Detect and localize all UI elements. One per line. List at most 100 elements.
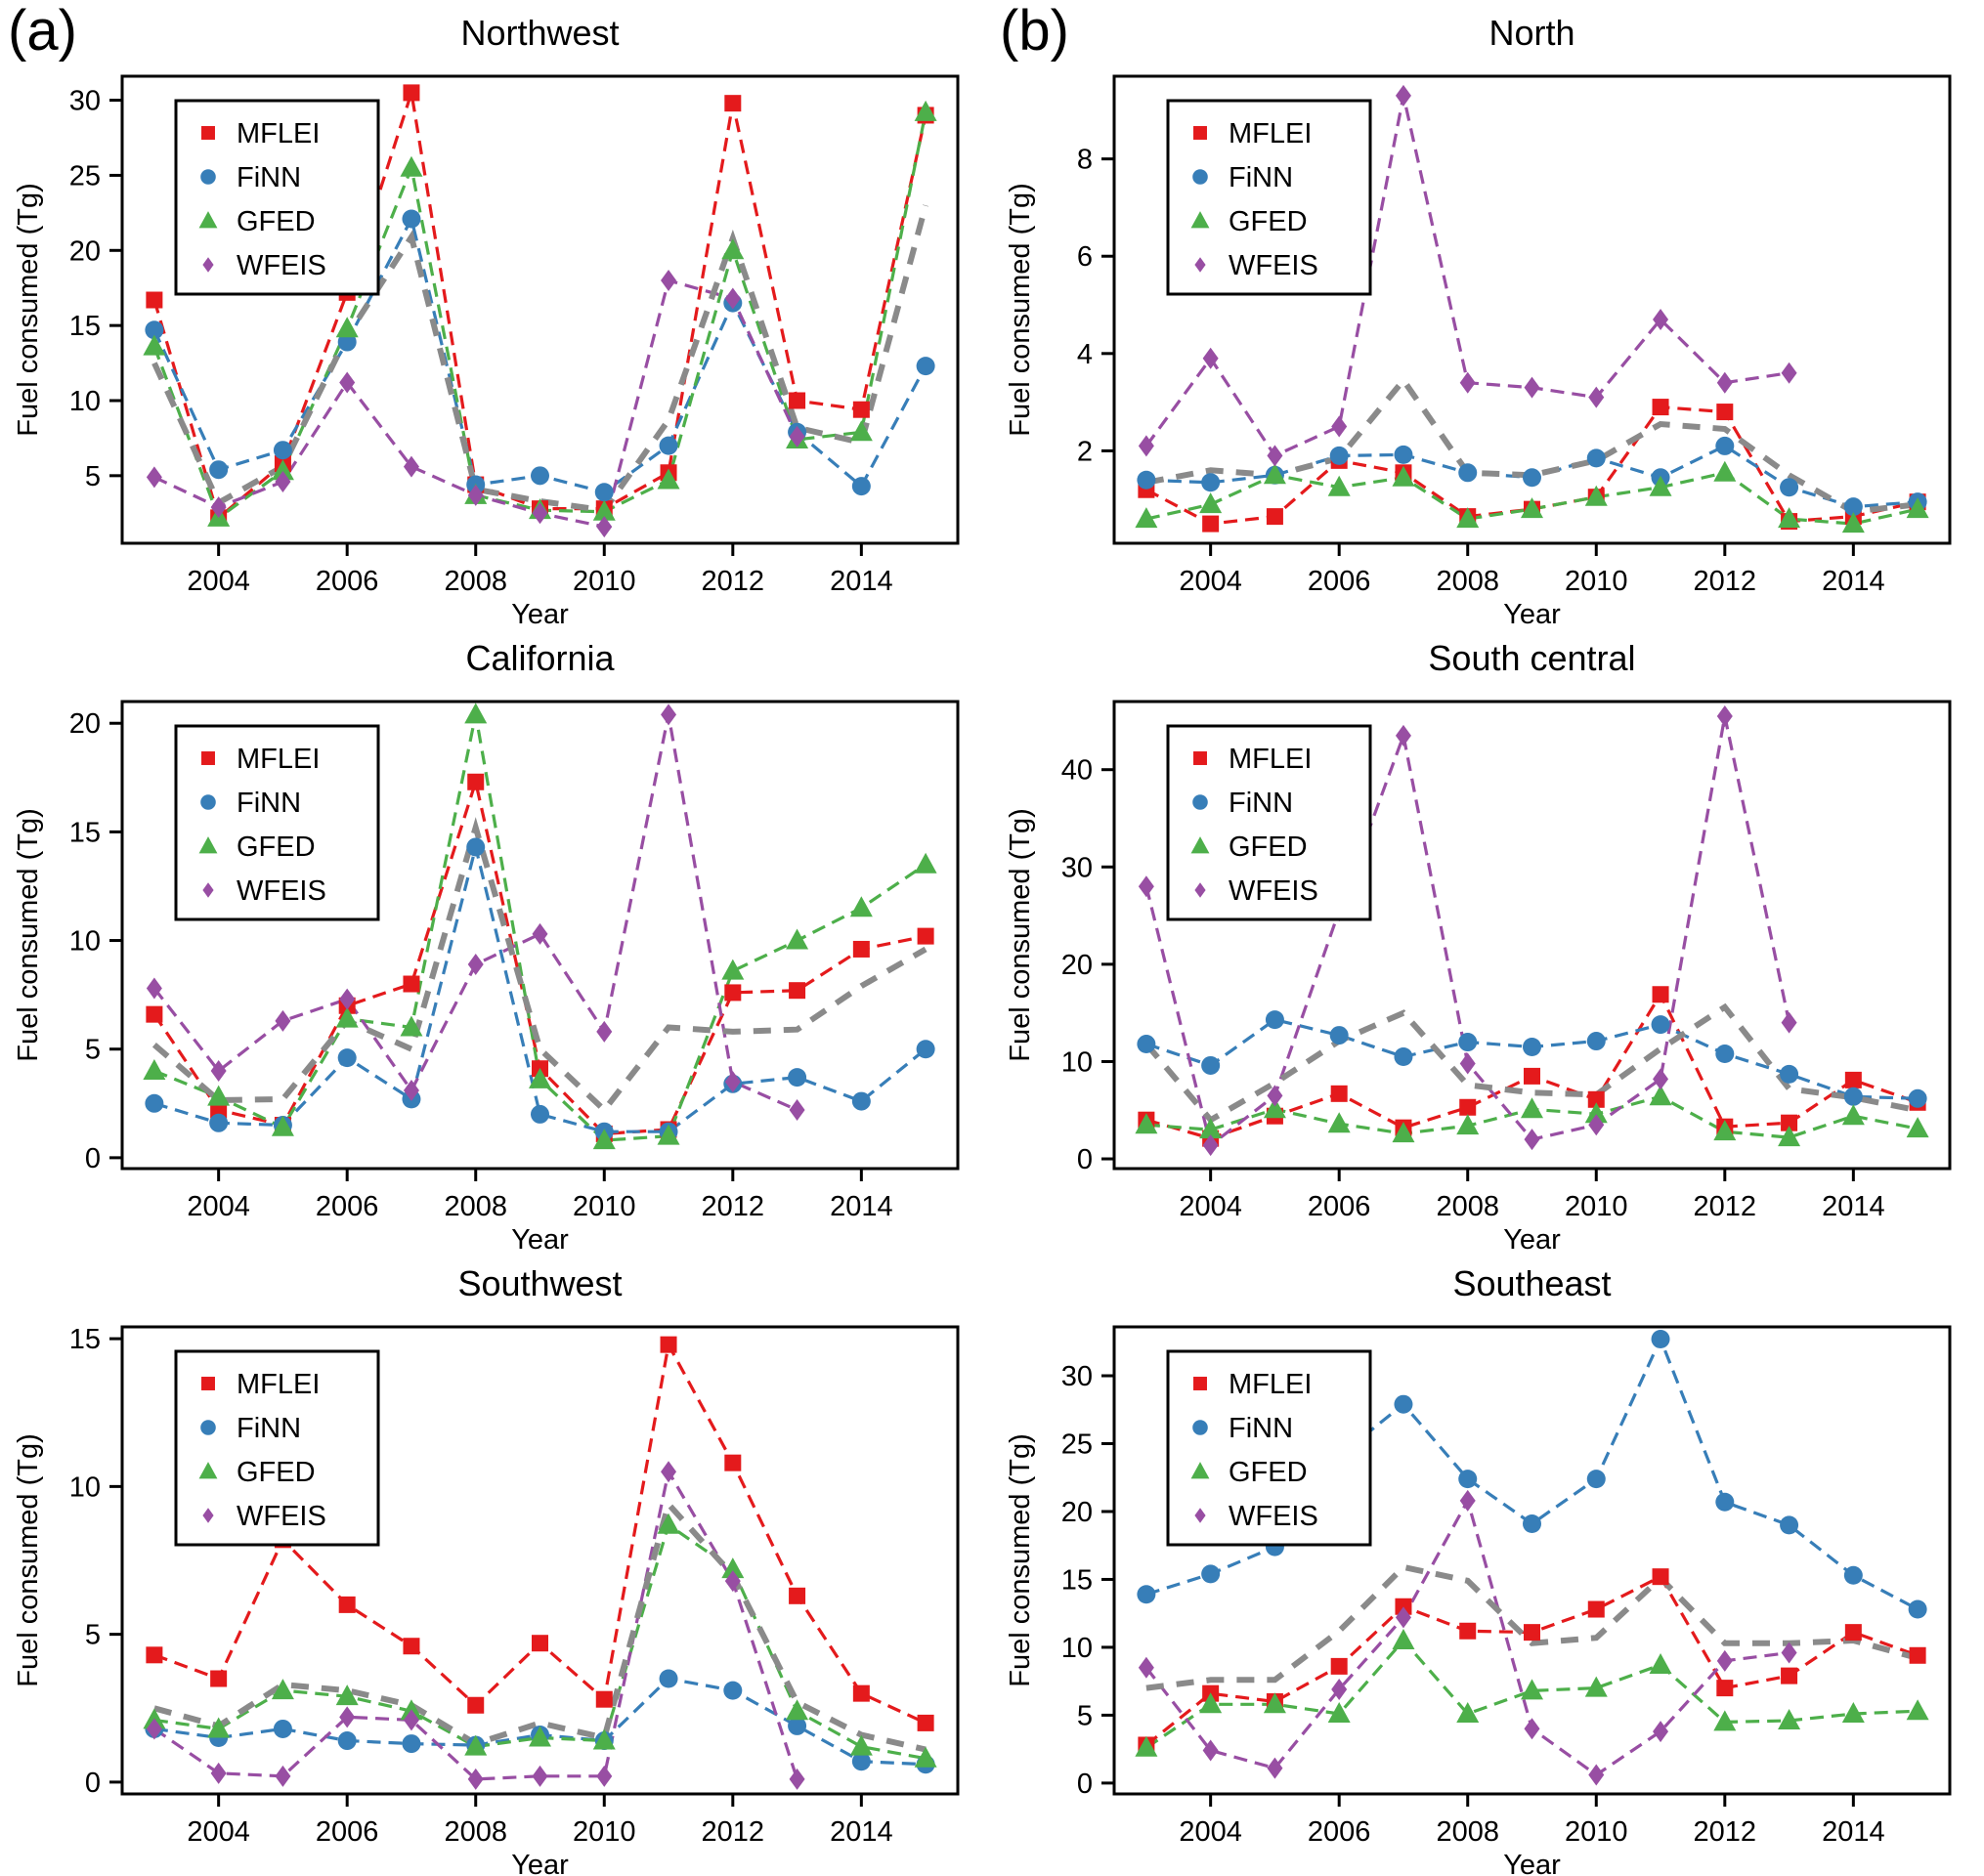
- marker-wfeis-2009: [1524, 376, 1540, 399]
- marker-mflei-2004: [1202, 515, 1220, 533]
- panel-label-b: (b): [1000, 0, 1069, 63]
- x-tick-label: 2010: [573, 566, 636, 597]
- x-tick-label: 2010: [1565, 566, 1628, 597]
- x-tick-label: 2004: [187, 1816, 250, 1848]
- y-tick-label: 0: [1077, 1144, 1093, 1175]
- marker-gfed-2011: [657, 1513, 680, 1534]
- marker-finn-2010: [594, 483, 614, 502]
- x-axis-label: Year: [511, 599, 569, 625]
- marker-gfed-2006: [335, 1684, 359, 1706]
- marker-finn-2012: [1715, 1492, 1735, 1512]
- marker-wfeis-2009: [1524, 1129, 1540, 1151]
- plot-box: [1112, 1325, 1952, 1796]
- marker-finn-2005: [273, 1719, 292, 1738]
- marker-gfed-2006: [335, 1006, 359, 1028]
- marker-wfeis-2005: [1267, 445, 1283, 467]
- chart-title: Southwest: [457, 1263, 622, 1303]
- marker-finn-2009: [531, 466, 549, 486]
- panel-label-a: (a): [8, 0, 77, 63]
- chart-title: Northwest: [460, 13, 619, 53]
- marker-wfeis-2007: [1395, 724, 1411, 746]
- marker-finn-2013: [1780, 1064, 1799, 1084]
- marker-mflei-2015: [917, 927, 934, 945]
- marker-gfed-2015: [914, 1746, 937, 1768]
- marker-wfeis-2011: [661, 1461, 677, 1483]
- legend-label-wfeis: WFEIS: [237, 875, 326, 907]
- chart-title: California: [465, 638, 615, 678]
- x-tick-label: 2012: [702, 1816, 765, 1848]
- x-tick-label: 2006: [316, 566, 379, 597]
- marker-finn-2014: [1843, 1565, 1863, 1585]
- marker-finn-2014: [851, 1091, 871, 1111]
- marker-gfed-2004: [207, 1085, 231, 1106]
- mean-line: [1145, 375, 1919, 515]
- legend-label-wfeis: WFEIS: [237, 250, 326, 281]
- marker-mflei-2015: [1909, 1646, 1926, 1664]
- marker-finn-2011: [1651, 1330, 1670, 1349]
- marker-wfeis-2004: [1202, 1134, 1219, 1157]
- legend-label-wfeis: WFEIS: [1229, 875, 1318, 907]
- marker-mflei-2006: [338, 1596, 356, 1613]
- marker-gfed-2006: [335, 317, 359, 338]
- marker-gfed-2011: [657, 468, 680, 490]
- legend-finn-marker: [200, 169, 216, 185]
- marker-gfed-2015: [1906, 1699, 1929, 1721]
- legend-label-mflei: MFLEI: [1229, 744, 1312, 775]
- y-tick-label: 30: [1061, 1361, 1093, 1392]
- marker-wfeis-2011: [1653, 1068, 1669, 1090]
- marker-wfeis-2012: [1716, 704, 1733, 727]
- marker-wfeis-2003: [146, 977, 162, 1000]
- x-tick-label: 2006: [1308, 1816, 1371, 1848]
- legend-mflei-marker: [1193, 751, 1207, 765]
- marker-gfed-2012: [1713, 1120, 1737, 1141]
- chart-california: 0 5 10 15 20 2004 2006 2008 2010 2012 2014 Californ…: [13, 638, 960, 1251]
- marker-mflei-2003: [146, 1646, 163, 1664]
- legend-finn-marker: [1192, 169, 1208, 185]
- marker-gfed-2007: [1392, 1122, 1415, 1143]
- marker-finn-2013: [1780, 1515, 1799, 1535]
- legend-label-mflei: MFLEI: [237, 744, 320, 775]
- chart-title: North: [1488, 13, 1574, 53]
- marker-wfeis-2003: [1138, 875, 1154, 898]
- marker-wfeis-2009: [532, 1765, 548, 1787]
- marker-finn-2004: [1201, 1564, 1221, 1584]
- x-tick-label: 2010: [1565, 1191, 1628, 1222]
- marker-mflei-2012: [724, 984, 742, 1002]
- marker-mflei-2007: [403, 84, 420, 102]
- marker-finn-2005: [273, 441, 292, 460]
- marker-mflei-2006: [1330, 1657, 1348, 1675]
- chart-panel-california: 0 5 10 15 20 2004 2006 2008 2010 2012 2014 Californ…: [0, 625, 992, 1251]
- marker-mflei-2011: [1652, 399, 1669, 416]
- legend-mflei-marker: [201, 126, 215, 140]
- marker-wfeis-2008: [1459, 1489, 1476, 1512]
- y-axis-label: Fuel consumed (Tg): [1005, 808, 1036, 1062]
- marker-wfeis-2010: [596, 1765, 613, 1787]
- y-tick-label: 5: [85, 1035, 101, 1066]
- marker-gfed-2006: [1327, 475, 1351, 496]
- marker-finn-2004: [1201, 1055, 1221, 1075]
- marker-gfed-2010: [592, 499, 616, 521]
- marker-gfed-2014: [1841, 512, 1865, 533]
- plot-box: [1112, 700, 1952, 1171]
- y-tick-label: 5: [85, 1620, 101, 1651]
- marker-finn-2012: [1715, 436, 1735, 455]
- marker-finn-2008: [466, 837, 486, 857]
- marker-finn-2007: [1394, 1046, 1413, 1066]
- marker-wfeis-2008: [1459, 371, 1476, 394]
- marker-mflei-2008: [467, 1696, 485, 1714]
- chart-northwest: 5 10 15 20 25 30 2004 2006 2008 2010 2012 2014 North…: [13, 13, 960, 625]
- y-tick-label: 4: [1077, 339, 1093, 370]
- marker-mflei-2011: [1652, 986, 1669, 1003]
- legend-label-finn: FiNN: [237, 1413, 301, 1444]
- x-tick-label: 2008: [444, 566, 507, 597]
- marker-wfeis-2008: [1459, 1052, 1476, 1075]
- marker-gfed-2009: [1521, 1097, 1543, 1119]
- x-tick-label: 2008: [444, 1816, 507, 1848]
- series-line-finn: [1145, 1017, 1919, 1100]
- marker-finn-2006: [337, 1731, 357, 1751]
- y-tick-label: 15: [69, 1324, 101, 1355]
- y-tick-label: 8: [1077, 145, 1093, 176]
- marker-wfeis-2006: [339, 1706, 356, 1728]
- marker-finn-2007: [402, 1734, 421, 1754]
